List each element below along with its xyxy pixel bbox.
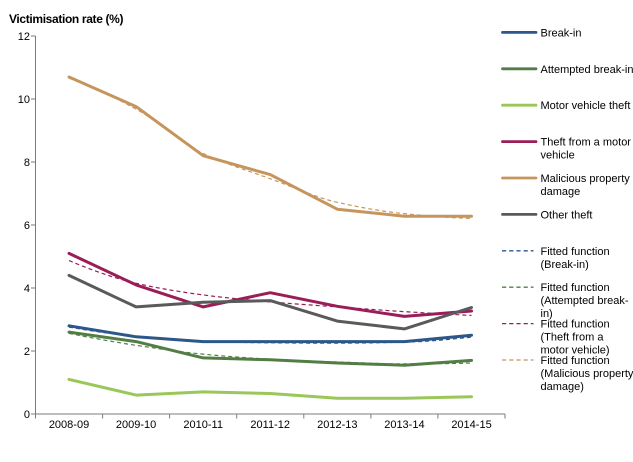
svg-text:Theft from a motor: Theft from a motor [541,137,632,149]
svg-text:Break-in: Break-in [541,27,582,39]
svg-text:Fitted function: Fitted function [541,246,610,258]
svg-text:2008-09: 2008-09 [49,419,89,431]
svg-text:4: 4 [24,283,30,295]
svg-text:Fitted function: Fitted function [541,355,610,367]
svg-text:(Attempted break-: (Attempted break- [541,295,629,307]
svg-text:damage: damage [541,186,581,198]
svg-text:damage): damage) [541,381,584,393]
svg-text:2: 2 [24,346,30,358]
svg-text:8: 8 [24,157,30,169]
svg-text:12: 12 [18,31,30,43]
svg-text:(Break-in): (Break-in) [541,259,589,271]
svg-text:Victimisation rate (%): Victimisation rate (%) [9,12,123,26]
svg-text:6: 6 [24,220,30,232]
svg-text:2010-11: 2010-11 [183,419,223,431]
svg-text:0: 0 [24,409,30,421]
svg-text:Malicious property: Malicious property [541,173,631,185]
svg-text:2009-10: 2009-10 [116,419,156,431]
svg-text:2011-12: 2011-12 [250,419,290,431]
svg-text:Fitted function: Fitted function [541,319,610,331]
svg-text:vehicle: vehicle [541,150,575,162]
svg-text:(Malicious property: (Malicious property [541,368,633,380]
svg-text:10: 10 [18,94,30,106]
svg-text:2014-15: 2014-15 [451,419,491,431]
svg-text:Motor vehicle theft: Motor vehicle theft [541,100,631,112]
svg-text:(Theft from a: (Theft from a [541,332,605,344]
svg-text:2013-14: 2013-14 [384,419,424,431]
svg-text:Other theft: Other theft [541,209,593,221]
svg-text:Fitted function: Fitted function [541,282,610,294]
svg-text:Attempted break-in: Attempted break-in [541,64,633,76]
svg-text:2012-13: 2012-13 [317,419,357,431]
